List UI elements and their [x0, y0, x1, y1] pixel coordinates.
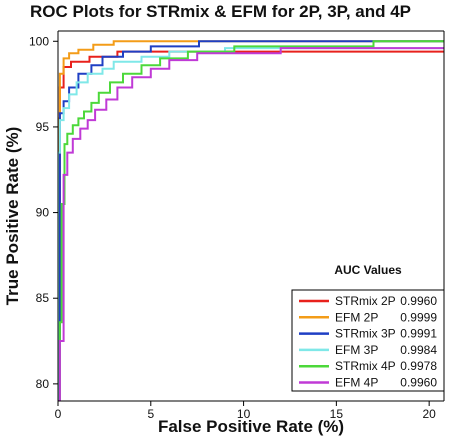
x-axis-title: False Positive Rate (%) [158, 417, 344, 436]
chart-title: ROC Plots for STRmix & EFM for 2P, 3P, a… [30, 2, 411, 21]
legend-auc-value: 0.9978 [400, 359, 437, 373]
y-tick-label: 90 [36, 206, 50, 220]
series-line-efm-4p [58, 47, 444, 401]
legend-series-name: EFM 2P [335, 310, 378, 324]
legend-auc-value: 0.9999 [400, 310, 437, 324]
y-tick-label: 100 [29, 34, 49, 48]
x-tick-label: 20 [422, 407, 436, 421]
legend-auc-value: 0.9984 [400, 343, 437, 357]
y-tick-label: 80 [36, 377, 50, 391]
legend-auc-value: 0.9960 [400, 294, 437, 308]
legend-series-name: STRmix 4P [335, 359, 396, 373]
legend-auc-value: 0.9991 [400, 327, 437, 341]
y-tick-label: 85 [36, 291, 50, 305]
legend-series-name: STRmix 3P [335, 327, 396, 341]
legend: STRmix 2P 0.9960 EFM 2P 0.9999 STRmix 3P 0.99… [291, 289, 445, 392]
series-line-efm-3p [58, 47, 444, 401]
ticks-layer: 0 5 10 15 20 80 85 90 95 100 [29, 34, 436, 421]
legend-series-name: EFM 3P [335, 343, 378, 357]
y-axis-title: True Positive Rate (%) [3, 127, 22, 306]
legend-auc-value: 0.9960 [400, 376, 437, 390]
x-tick-label: 5 [147, 407, 154, 421]
legend-box [291, 289, 445, 392]
legend-title: AUC Values [334, 263, 402, 277]
x-tick-label: 15 [330, 407, 344, 421]
y-tick-label: 95 [36, 120, 50, 134]
legend-series-name: STRmix 2P [335, 294, 396, 308]
series-line-efm-2p [58, 40, 444, 401]
x-tick-label: 10 [237, 407, 251, 421]
x-tick-label: 0 [55, 407, 62, 421]
legend-series-name: EFM 4P [335, 376, 378, 390]
series-layer [58, 40, 444, 401]
